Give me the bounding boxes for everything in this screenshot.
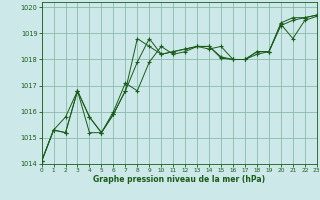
X-axis label: Graphe pression niveau de la mer (hPa): Graphe pression niveau de la mer (hPa) [93,175,265,184]
